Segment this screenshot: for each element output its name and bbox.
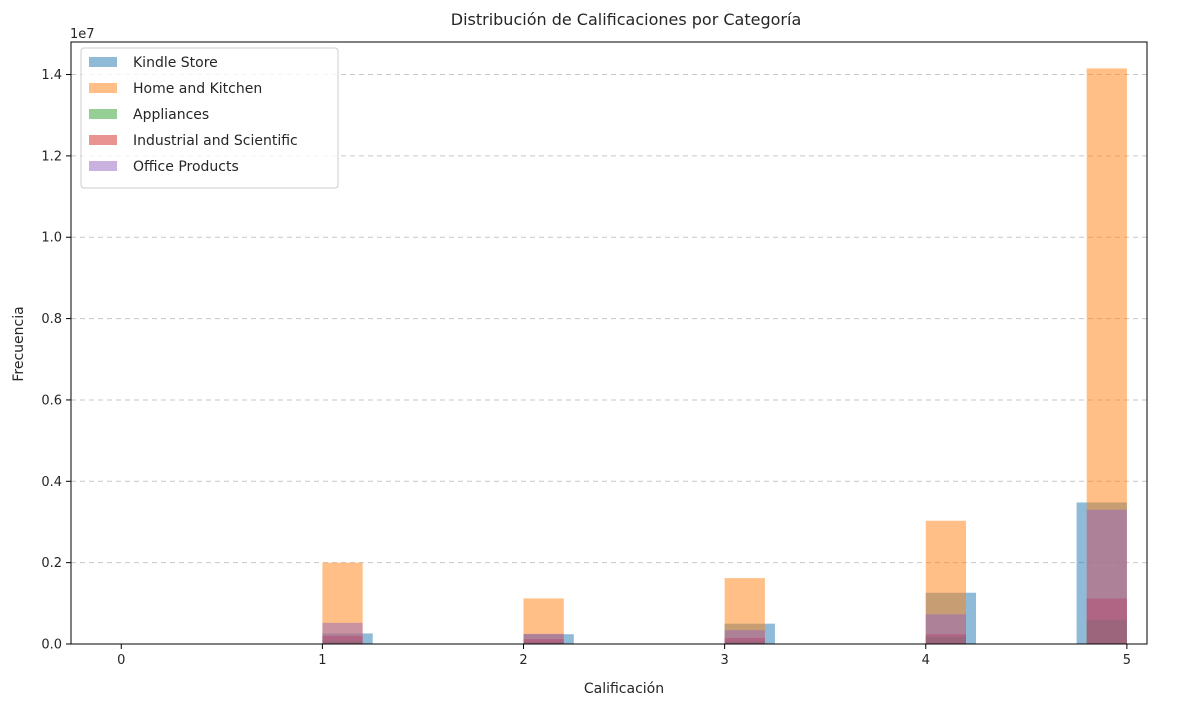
x-tick-label: 2 [519, 653, 527, 668]
legend-swatch [89, 135, 117, 145]
legend-label: Industrial and Scientific [133, 133, 298, 149]
bar [322, 622, 363, 644]
bars [322, 68, 1127, 644]
legend-swatch [89, 83, 117, 93]
y-tick-label: 0.8 [41, 312, 62, 327]
y-tick-label: 0.4 [41, 475, 62, 490]
chart-title: Distribución de Calificaciones por Categ… [451, 10, 802, 29]
y-axis-label: Frecuencia [11, 306, 27, 381]
x-tick-label: 4 [922, 653, 930, 668]
y-tick-label: 1.0 [41, 231, 62, 246]
x-axis-label: Calificación [584, 681, 664, 697]
y-tick-label: 1.2 [41, 149, 62, 164]
y-axis-offset-label: 1e7 [70, 27, 95, 42]
legend-box [80, 47, 339, 189]
bar [523, 633, 564, 644]
legend-label: Appliances [133, 107, 209, 123]
bar [724, 630, 765, 644]
legend-label: Office Products [133, 159, 239, 175]
x-tick-label: 0 [117, 653, 125, 668]
plot-frame [70, 41, 1148, 645]
x-axis-ticks: 0 1 2 3 4 5 [117, 644, 1131, 668]
bar [925, 614, 966, 644]
legend-swatch [89, 57, 117, 67]
y-axis-ticks: 0.0 0.2 0.4 0.6 0.8 1.0 1.2 1.4 [41, 68, 71, 653]
legend-label: Home and Kitchen [133, 81, 262, 97]
y-tick-label: 0.6 [41, 393, 62, 408]
legend-swatch [89, 109, 117, 119]
y-tick-label: 0.0 [41, 638, 62, 653]
legend-label: Kindle Store [133, 55, 218, 71]
legend: Kindle Store Home and Kitchen Appliances In… [80, 47, 339, 189]
x-tick-label: 3 [721, 653, 729, 668]
legend-swatch [89, 161, 117, 171]
y-tick-label: 0.2 [41, 556, 62, 571]
bar [1086, 509, 1127, 644]
x-tick-label: 5 [1123, 653, 1131, 668]
y-tick-label: 1.4 [41, 68, 62, 83]
x-tick-label: 1 [318, 653, 326, 668]
